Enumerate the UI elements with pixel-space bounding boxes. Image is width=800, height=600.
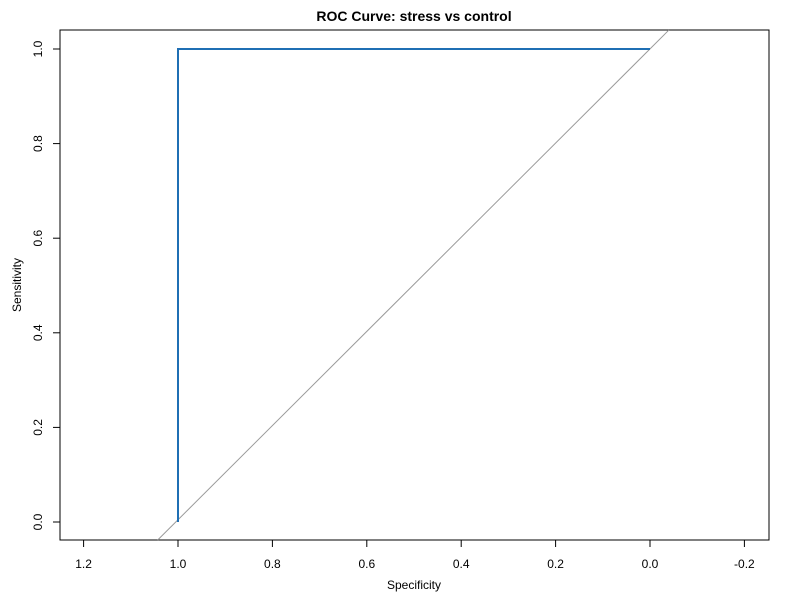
chart-title: ROC Curve: stress vs control — [316, 8, 511, 24]
y-axis-label: Sensitivity — [10, 258, 24, 312]
x-tick-label: 0.4 — [453, 557, 470, 571]
y-axis-ticks: 0.0 0.2 0.4 0.6 0.8 1.0 — [31, 40, 60, 530]
x-tick-label: 0.0 — [642, 557, 659, 571]
x-axis-label: Specificity — [387, 578, 441, 592]
x-tick-label: -0.2 — [734, 557, 755, 571]
x-tick-label: 1.2 — [75, 557, 92, 571]
y-tick-label: 0.8 — [31, 135, 45, 152]
x-axis-ticks: 1.2 1.0 0.8 0.6 0.4 0.2 0.0 -0.2 — [75, 540, 755, 571]
plot-area — [158, 30, 669, 540]
chance-diagonal-line — [158, 30, 669, 540]
plot-frame — [60, 30, 769, 540]
x-tick-label: 0.8 — [264, 557, 281, 571]
y-tick-label: 1.0 — [31, 40, 45, 57]
y-tick-label: 0.2 — [31, 419, 45, 436]
y-tick-label: 0.4 — [31, 324, 45, 341]
x-tick-label: 0.2 — [547, 557, 564, 571]
y-tick-label: 0.0 — [31, 513, 45, 530]
x-tick-label: 0.6 — [358, 557, 375, 571]
y-tick-label: 0.6 — [31, 230, 45, 247]
x-tick-label: 1.0 — [170, 557, 187, 571]
